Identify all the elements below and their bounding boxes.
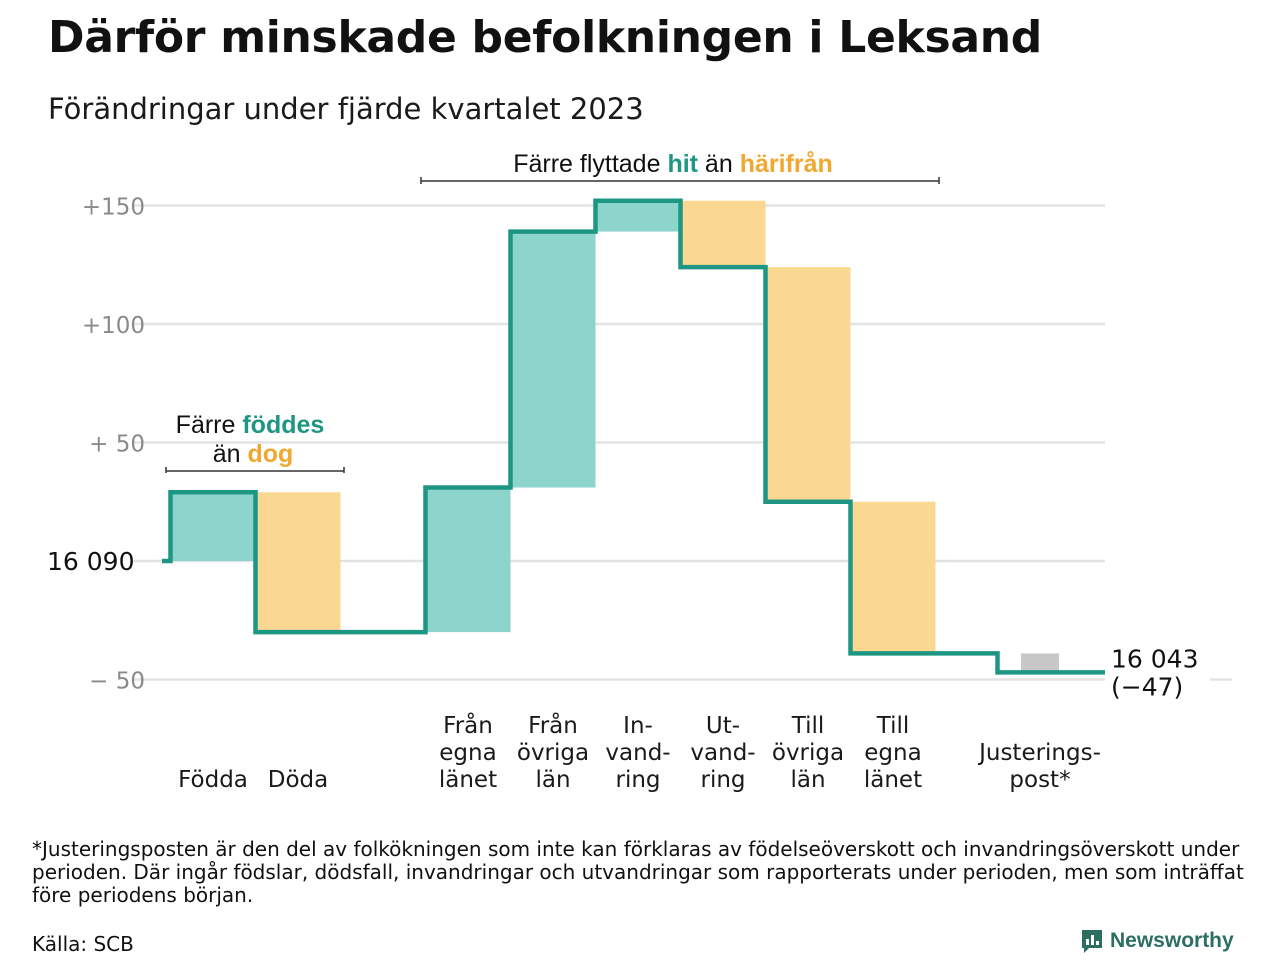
bar-1 (170, 492, 256, 561)
migration-annot-highlight: härifrån (740, 150, 833, 178)
end-change-label: (−47) (1111, 672, 1183, 701)
bar-7 (765, 267, 851, 502)
y-tick-label: +100 (82, 313, 145, 339)
brand-name: Newsworthy (1110, 929, 1234, 952)
x-label: Ut- (706, 713, 740, 739)
chart-subtitle: Förändringar under fjärde kvartalet 2023 (48, 92, 644, 126)
migration-annot-highlight: hit (667, 150, 698, 178)
x-axis-labels: Födda DödaFrånegnalänetFrånövrigalänIn-va… (178, 711, 1101, 793)
start-value-label: 16 090 (47, 547, 134, 576)
running-total-path (162, 198, 1105, 675)
footnote: *Justeringsposten är den del av folkökni… (32, 837, 1244, 907)
birth-annot-highlight: föddes (242, 411, 324, 439)
birth-annot-highlight: dog (247, 440, 293, 468)
waterfall-chart: +150+100+ 50− 50 Födda DödaFrånegnalänetF… (47, 150, 1232, 793)
x-label: ring (615, 767, 660, 793)
bar-3 (425, 487, 511, 633)
x-label: länet (439, 767, 497, 793)
x-label: Döda (268, 767, 328, 793)
x-label: egna (864, 740, 921, 766)
bar-8 (850, 501, 936, 654)
x-label: Justerings- (977, 740, 1101, 766)
bar-2 (255, 492, 341, 633)
running-total-line (162, 198, 1105, 675)
y-tick-label: +150 (82, 195, 145, 221)
x-label: övriga (772, 740, 844, 766)
birth-annotation-line2: än dog (213, 440, 294, 468)
x-label: Till (791, 713, 825, 739)
x-label: Från (443, 711, 493, 739)
x-label: vand- (605, 740, 670, 766)
bar-6 (680, 200, 766, 268)
x-label: ring (700, 767, 745, 793)
x-label: Till (876, 713, 910, 739)
bars (170, 200, 1059, 673)
x-label: post* (1009, 767, 1070, 793)
x-label: Från (528, 711, 578, 739)
birth-annotation-line1: Färre föddes (176, 411, 325, 439)
x-label: län (790, 767, 825, 793)
migration-annot-text: Färre flyttade (513, 150, 667, 178)
end-value-label: 16 043 (1111, 644, 1198, 673)
chart-title: Därför minskade befolkningen i Leksand (48, 12, 1042, 63)
birth-bracket (165, 467, 345, 473)
migration-annotation: Färre flyttade hit än härifrån (513, 150, 833, 178)
x-label: In- (623, 713, 653, 739)
migration-annot-text: än (698, 150, 740, 178)
y-axis-tick-labels: +150 +100 + 50 − 50 (82, 195, 145, 695)
x-label: Födda (178, 767, 248, 793)
x-label: egna (439, 740, 496, 766)
birth-annot-text: än (213, 440, 248, 468)
birth-annot-text: Färre (176, 411, 243, 439)
source-label: Källa: SCB (32, 932, 134, 956)
bar-9 (1021, 653, 1059, 673)
x-label: län (535, 767, 570, 793)
bar-4 (510, 231, 596, 488)
x-label: vand- (690, 740, 755, 766)
newsworthy-logo-icon (1082, 930, 1102, 953)
x-label: länet (864, 767, 922, 793)
y-tick-label: + 50 (89, 432, 145, 458)
y-tick-label: − 50 (89, 669, 145, 695)
migration-bracket (420, 177, 940, 184)
x-label: övriga (517, 740, 589, 766)
brand-logo: Newsworthy (1080, 928, 1234, 954)
bar-5 (595, 200, 681, 232)
